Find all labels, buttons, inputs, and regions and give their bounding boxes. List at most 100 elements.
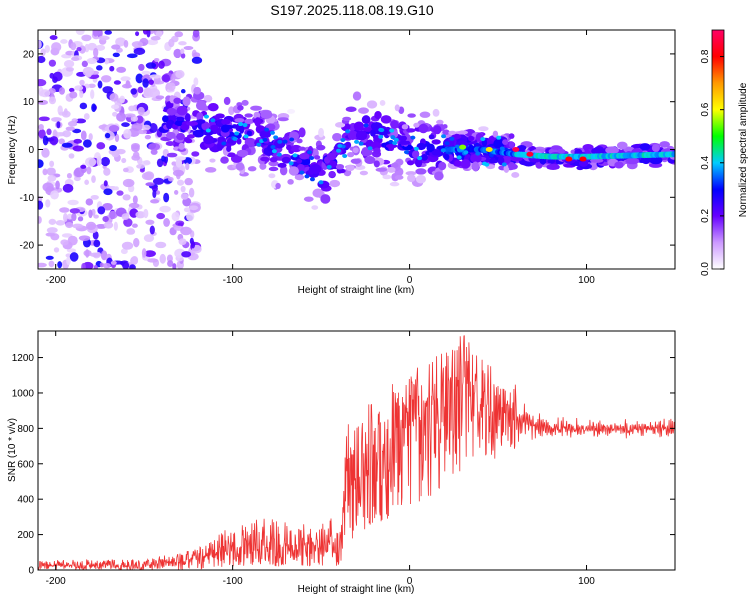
spectral-blob [355, 130, 368, 141]
spectral-blob [481, 161, 487, 166]
colorbar-ticks: 0.0 0.2 0.4 0.6 0.8 [700, 49, 724, 276]
spectral-blob [167, 260, 174, 267]
spectral-blob [503, 164, 510, 173]
spectral-blob [204, 114, 210, 119]
spectral-blob [398, 135, 408, 142]
spectral-blob [358, 107, 369, 114]
spectral-blob [539, 157, 547, 165]
spectral-blob [98, 35, 110, 41]
spectral-blob [287, 178, 294, 185]
spectral-blob [415, 168, 427, 175]
spectral-blob [48, 87, 56, 94]
y-tick-label: 0 [28, 145, 34, 156]
spectral-blob [41, 147, 50, 158]
spectral-blob [259, 163, 267, 170]
spectral-blob [221, 141, 227, 146]
spectral-blob [432, 108, 440, 117]
spectral-blob [113, 221, 118, 231]
spectral-blob [79, 102, 88, 110]
spectral-blob [405, 171, 417, 176]
spectrogram-blobs [38, 30, 675, 269]
spectral-blob [380, 115, 392, 124]
spectral-blob [168, 38, 175, 48]
spectral-blob [492, 130, 499, 138]
spectral-blob [250, 105, 263, 111]
spectral-blob [309, 164, 322, 174]
spectral-blob [254, 117, 262, 127]
spectral-blob [282, 139, 288, 144]
spectral-blob [148, 142, 161, 151]
spectral-blob [223, 96, 231, 106]
spectral-blob [48, 59, 57, 67]
spectral-blob [143, 160, 151, 165]
spectral-blob [173, 97, 182, 104]
spectral-blob [38, 116, 50, 122]
spectral-blob [651, 144, 660, 152]
spectral-blob [163, 218, 170, 227]
spectral-blob [104, 58, 109, 65]
spectral-blob [144, 250, 156, 257]
spectral-blob [93, 264, 99, 269]
spectral-blob [172, 169, 185, 177]
spectral-blob [193, 77, 199, 86]
spectral-blob [183, 207, 191, 213]
spectral-blob [226, 139, 235, 144]
spectral-blob [406, 160, 415, 166]
spectral-blob [88, 209, 93, 219]
spectral-blob [407, 174, 416, 183]
spectral-blob [68, 153, 75, 159]
x-tick-label: -200 [46, 275, 66, 286]
spectral-blob [191, 151, 200, 157]
spectral-blob [354, 139, 360, 144]
spectral-blob [131, 256, 139, 264]
spectral-blob [234, 118, 245, 123]
spectral-blob [262, 137, 268, 142]
spectral-blob [234, 131, 240, 136]
spectral-blob [275, 182, 281, 190]
spectral-blob [150, 149, 158, 155]
spectral-blob [40, 48, 46, 56]
spectral-blob [394, 104, 400, 112]
spectral-blob [38, 99, 49, 105]
spectral-blob [69, 91, 78, 99]
spectral-blob [442, 129, 450, 135]
spectral-blob [71, 212, 77, 222]
spectral-blob [159, 205, 171, 213]
spectral-blob [156, 158, 164, 168]
spectral-blob [247, 166, 257, 172]
spectral-blob [61, 142, 73, 148]
spectral-blob [55, 180, 60, 190]
spectral-blob [508, 133, 515, 139]
spectral-blob [145, 219, 155, 225]
spectral-blob [390, 119, 399, 129]
spectral-blob [122, 167, 129, 173]
spectral-blob [614, 161, 624, 169]
spectral-blob [141, 248, 147, 258]
y-tick-label: -10 [20, 193, 35, 204]
spectral-blob [547, 158, 556, 164]
spectral-blob [142, 124, 151, 131]
spectral-blob [144, 134, 152, 140]
spectral-blob [78, 235, 91, 241]
peak-point [579, 156, 587, 162]
y-tick-label: 10 [23, 97, 35, 108]
spectral-blob [203, 94, 213, 103]
spectral-blob [162, 115, 169, 123]
snr-xlabel: Height of straight line (km) [298, 584, 415, 595]
spectral-blob [116, 190, 124, 196]
spectral-blob [104, 30, 112, 35]
spectral-blob [96, 156, 102, 167]
spectral-blob [59, 207, 70, 213]
spectral-blob [116, 66, 127, 73]
spectral-blob [103, 221, 114, 229]
spectral-blob [337, 143, 343, 148]
spectral-blob [270, 145, 276, 150]
spectral-blob [416, 142, 426, 151]
spectral-blob [56, 121, 61, 129]
spectral-blob [91, 175, 96, 184]
spectral-blob [659, 141, 671, 148]
spectral-blob [180, 52, 186, 59]
spectral-blob [334, 122, 346, 128]
